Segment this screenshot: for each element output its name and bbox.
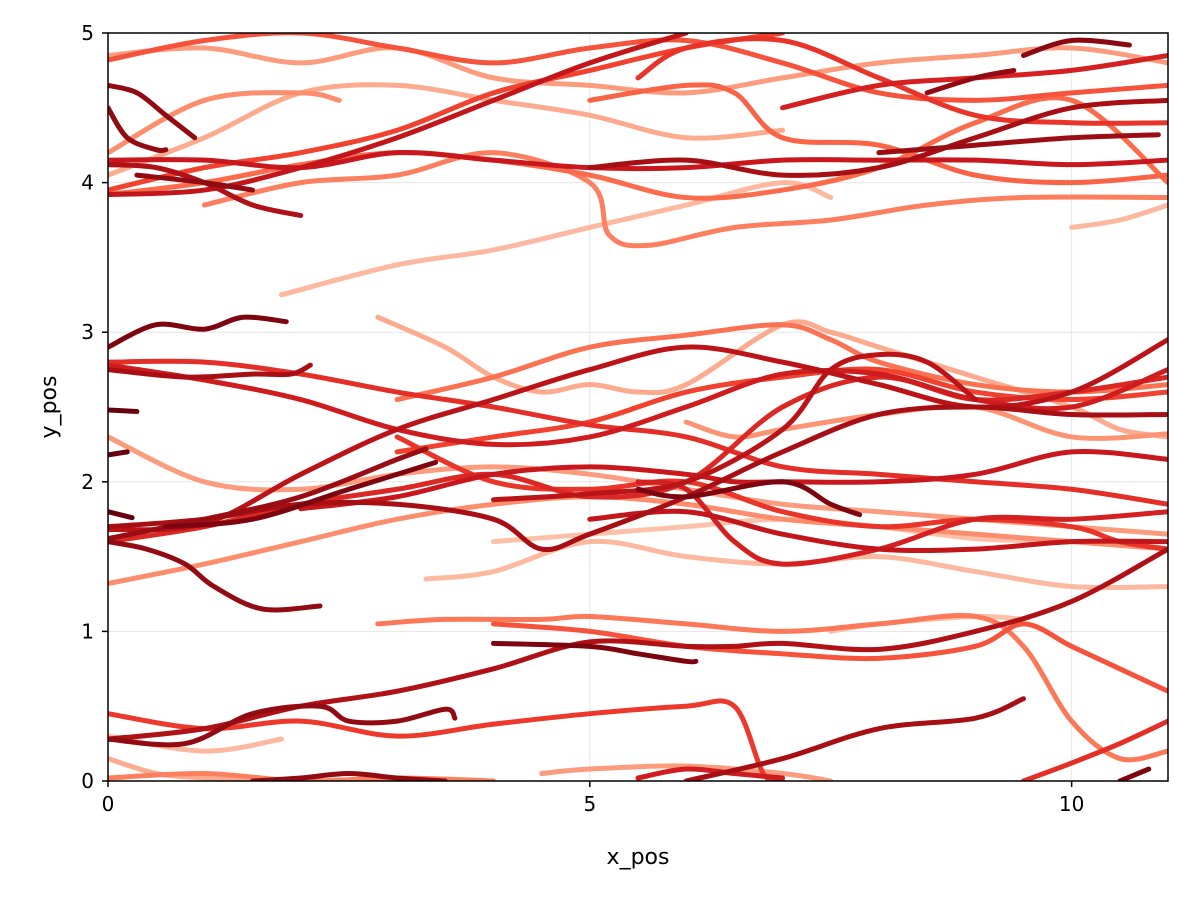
trajectory-line-40 <box>635 479 863 518</box>
y-tick-label-0: 0 <box>81 769 94 793</box>
y-axis-label: y_pos <box>37 376 62 439</box>
trajectory-line-0 <box>108 314 289 350</box>
trajectory-line-22 <box>201 150 1168 249</box>
x-tick-label-0: 0 <box>102 792 115 816</box>
trajectory-line-18 <box>108 33 689 198</box>
trajectory-line-4 <box>108 407 140 414</box>
trajectory-line-36 <box>298 448 1168 512</box>
trajectory-line-57 <box>635 766 786 781</box>
trajectory-line-3 <box>108 362 313 380</box>
trajectory-line-63 <box>1117 766 1152 781</box>
y-tick-label-2: 2 <box>81 470 94 494</box>
trajectory-line-26 <box>1020 37 1132 58</box>
trajectory-line-5 <box>108 449 130 458</box>
trajectory-line-54 <box>375 613 1168 763</box>
trajectory-line-37 <box>394 434 1168 552</box>
trajectory-line-39 <box>635 479 1168 567</box>
trajectory-line-23 <box>278 180 834 298</box>
trajectory-line-30 <box>108 82 786 178</box>
trajectory-line-41 <box>587 508 1168 554</box>
trajectory-line-61 <box>539 763 834 781</box>
trajectory-line-27 <box>876 132 1161 156</box>
trajectory-line-42 <box>108 494 1168 587</box>
trajectory-line-25 <box>924 67 1017 96</box>
x-tick-label-2: 10 <box>1059 792 1084 816</box>
y-tick-label-5: 5 <box>81 21 94 45</box>
trajectory-line-9 <box>163 459 439 530</box>
x-axis-label: x_pos <box>607 845 670 870</box>
trajectory-line-56 <box>683 696 1026 781</box>
y-tick-label-4: 4 <box>81 171 94 195</box>
trajectory-line-21 <box>108 90 342 156</box>
x-tick-label-1: 5 <box>583 792 596 816</box>
trajectory-line-50 <box>108 703 458 748</box>
plot-frame <box>107 32 1169 782</box>
trajectory-line-7 <box>108 539 323 613</box>
trajectory-line-45 <box>394 322 1168 403</box>
trajectory-line-2 <box>108 82 198 141</box>
trajectory-line-59 <box>108 756 256 781</box>
trajectory-line-31 <box>587 82 1168 186</box>
trajectory-line-62 <box>250 771 448 781</box>
trajectory-line-32 <box>1069 202 1168 230</box>
trajectory-line-29 <box>587 97 1168 178</box>
trajectory-line-15 <box>134 172 256 193</box>
trajectory-line-58 <box>1020 718 1168 781</box>
y-tick-label-1: 1 <box>81 619 94 643</box>
trajectory-line-1 <box>108 105 169 154</box>
trajectory-line-17 <box>108 33 1168 103</box>
y-tick-label-3: 3 <box>81 320 94 344</box>
trajectory-line-53 <box>490 621 1168 694</box>
trajectory-line-52 <box>108 698 786 781</box>
series-layer <box>108 33 1168 781</box>
axis-ticks: 0 5 10 0 1 2 3 4 5 <box>81 21 1084 816</box>
trajectory-line-19 <box>108 95 1168 201</box>
trajectory-line-11 <box>108 362 1168 448</box>
trajectory-line-51 <box>490 640 699 665</box>
trajectory-line-35 <box>490 351 978 503</box>
trajectory-line-20 <box>108 45 1168 96</box>
trajectory-line-6 <box>108 509 135 521</box>
trajectory-line-24 <box>635 36 1168 126</box>
